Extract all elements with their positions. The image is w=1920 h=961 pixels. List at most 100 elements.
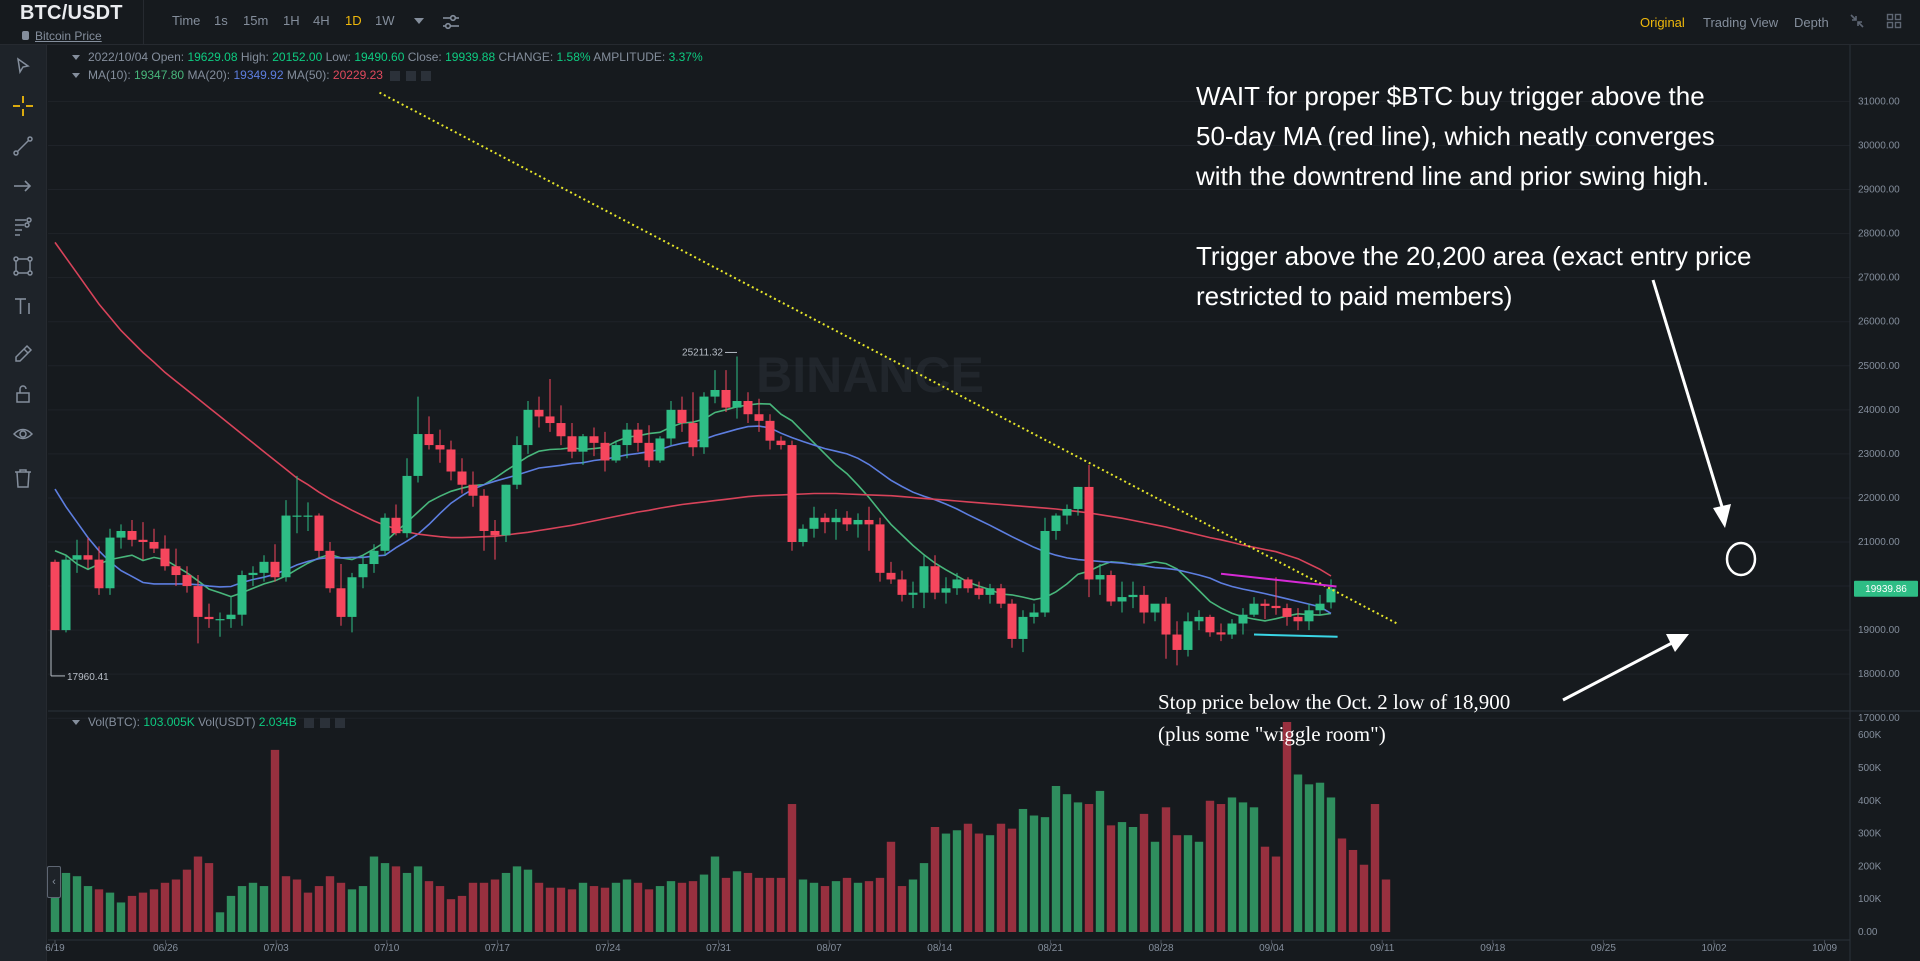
arrow-right-icon xyxy=(14,180,32,192)
resistance-line xyxy=(1220,572,1337,588)
arrow-tool[interactable] xyxy=(8,171,38,201)
volume-bar xyxy=(490,879,500,932)
candle-body xyxy=(182,575,192,587)
candle-body xyxy=(424,434,434,446)
volume-bar xyxy=(1106,825,1116,932)
volume-bar xyxy=(72,876,82,932)
annotation-shapes xyxy=(1562,279,1757,702)
volume-bar xyxy=(864,881,874,932)
volume-bar xyxy=(248,882,258,932)
lock-tool[interactable] xyxy=(8,379,38,409)
candle-body xyxy=(930,566,940,593)
candle-body xyxy=(435,445,445,450)
volume-bar xyxy=(754,877,764,932)
stop-arrow-shaft xyxy=(1562,641,1673,702)
unlock-icon xyxy=(16,385,30,403)
volume-bar xyxy=(886,841,896,932)
volume-bar xyxy=(798,879,808,932)
price-tick-label: 31000.00 xyxy=(1858,96,1900,107)
vol-settings-icon[interactable] xyxy=(304,717,315,728)
tf-4h[interactable]: 4H xyxy=(313,13,330,28)
candle-body xyxy=(50,561,60,631)
volume-info: Vol(BTC): 103.005K Vol(USDT) 2.034B xyxy=(72,715,345,729)
candle-body xyxy=(567,436,577,452)
cursor-tool[interactable] xyxy=(8,51,38,81)
candle-body xyxy=(545,416,555,424)
grid-layout-icon[interactable] xyxy=(1886,13,1902,29)
trash-icon xyxy=(15,469,31,488)
time-tick-label: 08/07 xyxy=(817,943,842,954)
volume-bar xyxy=(1040,817,1050,932)
crosshair-tool[interactable] xyxy=(8,91,38,121)
candle-body xyxy=(149,542,159,549)
stop-annotation: Stop price below the Oct. 2 low of 18,90… xyxy=(1158,690,1511,746)
trend-line-tool[interactable] xyxy=(8,131,38,161)
candle-body xyxy=(1106,575,1116,602)
ma-settings-icon[interactable] xyxy=(390,70,401,81)
volume-bar xyxy=(908,879,918,932)
time-tick-label: 08/14 xyxy=(927,943,952,954)
tf-1d[interactable]: 1D xyxy=(345,13,362,28)
ma-hide-icon[interactable] xyxy=(405,70,416,81)
bitcoin-price-link[interactable]: Bitcoin Price xyxy=(35,29,102,43)
visibility-tool[interactable] xyxy=(8,419,38,449)
candle-body xyxy=(1194,616,1204,622)
volume-bar xyxy=(677,882,687,932)
caret-down-icon[interactable] xyxy=(414,18,424,24)
fib-tool[interactable] xyxy=(8,211,38,241)
candle-body xyxy=(413,434,423,476)
ohlc-low: 19490.60 xyxy=(354,50,405,64)
ma-caret-icon[interactable] xyxy=(72,73,80,79)
text-tool[interactable] xyxy=(8,291,38,321)
ohlc-caret-icon[interactable] xyxy=(72,55,80,61)
volume-bar xyxy=(1161,807,1171,932)
candle-body xyxy=(1161,603,1171,635)
cursor-icon xyxy=(16,57,30,75)
delete-tool[interactable] xyxy=(8,463,38,493)
volume-bar xyxy=(281,876,291,932)
settings-sliders-icon[interactable] xyxy=(442,13,460,31)
candle-body xyxy=(446,449,456,472)
candle-body xyxy=(754,414,764,421)
candle-body xyxy=(1062,508,1072,516)
tf-1w[interactable]: 1W xyxy=(375,13,395,28)
collapse-icon[interactable] xyxy=(1849,13,1865,29)
vol-caret-icon[interactable] xyxy=(72,720,80,726)
tf-15m[interactable]: 15m xyxy=(243,13,269,28)
volume-bar xyxy=(259,886,269,932)
volume-tick-label: 0.00 xyxy=(1858,927,1878,938)
price-tick-label: 22000.00 xyxy=(1858,493,1900,504)
ma-close-icon[interactable] xyxy=(421,70,431,81)
volume-bar xyxy=(952,830,962,932)
pattern-tool[interactable] xyxy=(8,251,38,281)
volume-bar xyxy=(105,892,115,932)
volume-bar xyxy=(127,895,137,932)
candle-body xyxy=(292,515,302,517)
tf-1h[interactable]: 1H xyxy=(283,13,300,28)
ohlc-high: 20152.00 xyxy=(272,50,323,64)
view-trading-view[interactable]: Trading View xyxy=(1703,15,1779,30)
current-price-tag xyxy=(1854,580,1918,597)
downtrend-line xyxy=(379,91,1398,625)
time-tick-label: 06/26 xyxy=(153,943,178,954)
vol-close-icon[interactable] xyxy=(334,717,345,728)
candle-body xyxy=(369,550,379,565)
volume-bar xyxy=(1271,856,1281,932)
volume-bar xyxy=(204,863,214,932)
vol-hide-icon[interactable] xyxy=(319,717,330,728)
current-price-label: 19939.86 xyxy=(1865,584,1907,595)
volume-bar xyxy=(1337,838,1347,932)
edit-tool[interactable] xyxy=(8,339,38,369)
candle-body xyxy=(105,537,115,589)
view-depth[interactable]: Depth xyxy=(1794,15,1829,30)
volume-bar xyxy=(622,879,632,932)
volume-bar xyxy=(1249,807,1259,932)
candle-body xyxy=(237,575,247,615)
volume-bar xyxy=(1381,879,1391,932)
view-original[interactable]: Original xyxy=(1640,15,1685,30)
collapse-left-button[interactable]: ‹ xyxy=(47,866,61,898)
tf-time[interactable]: Time xyxy=(172,13,201,28)
tf-1s[interactable]: 1s xyxy=(214,13,228,28)
divider xyxy=(143,0,144,44)
